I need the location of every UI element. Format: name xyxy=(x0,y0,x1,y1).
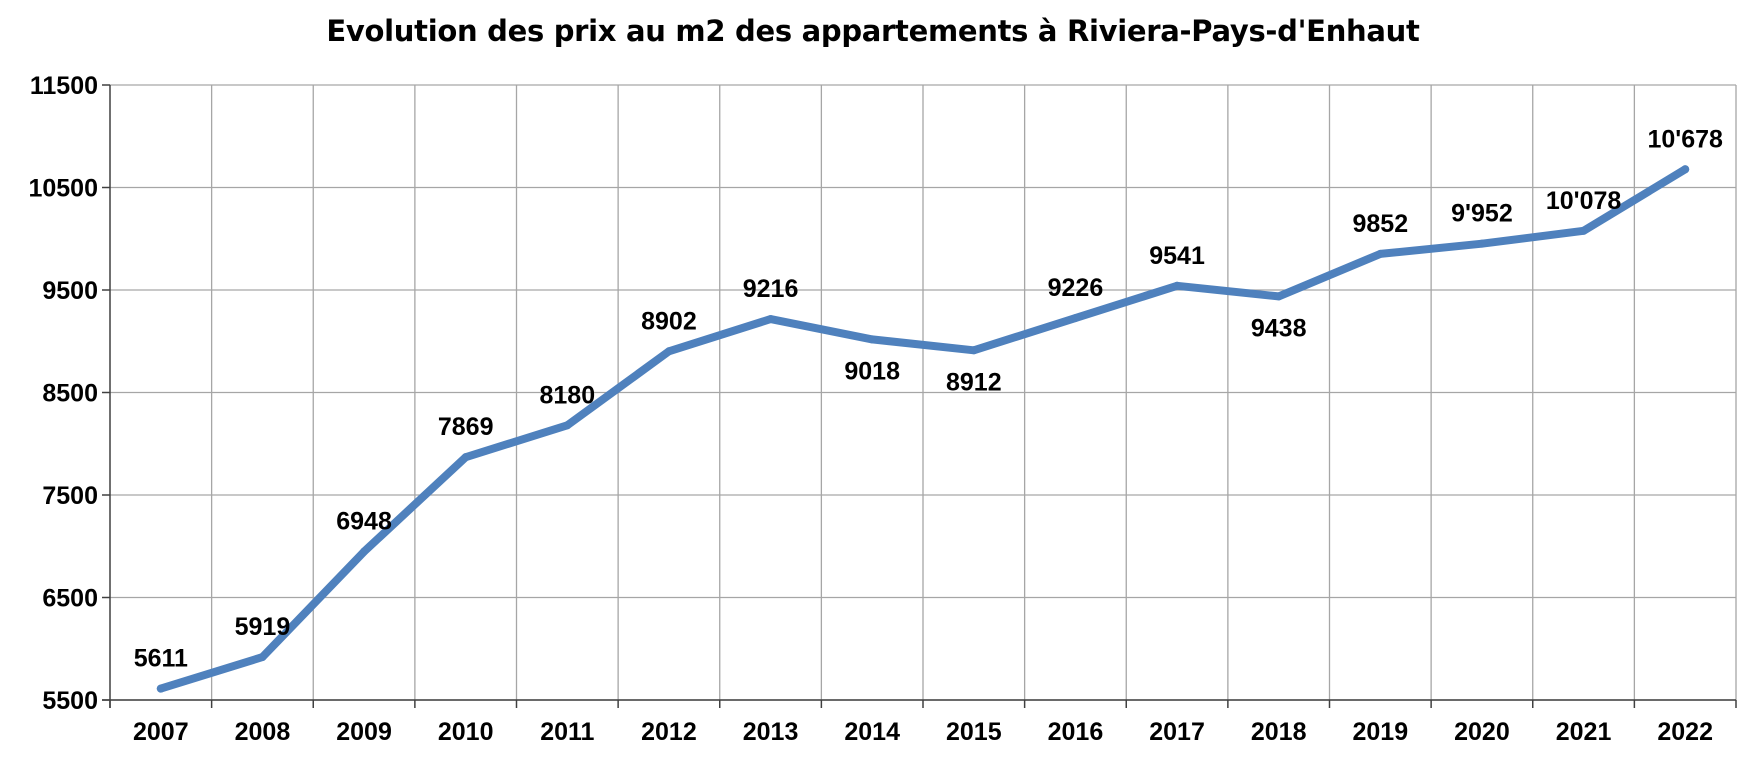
data-point xyxy=(563,421,572,430)
data-label: 9438 xyxy=(1251,314,1307,342)
data-point xyxy=(766,315,775,324)
data-label: 9541 xyxy=(1149,242,1205,270)
data-point xyxy=(969,346,978,355)
data-label: 9018 xyxy=(844,357,900,385)
x-tick-label: 2009 xyxy=(336,718,392,746)
x-tick-label: 2015 xyxy=(946,718,1002,746)
x-tick-label: 2021 xyxy=(1556,718,1612,746)
data-point xyxy=(156,684,165,693)
data-point xyxy=(258,653,267,662)
data-label: 8180 xyxy=(540,381,596,409)
y-tick-label: 8500 xyxy=(42,380,98,408)
data-label: 8912 xyxy=(946,368,1002,396)
x-tick-label: 2010 xyxy=(438,718,494,746)
data-point xyxy=(1477,239,1486,248)
data-point xyxy=(360,547,369,556)
data-label: 9852 xyxy=(1353,210,1409,238)
x-tick-label: 2019 xyxy=(1353,718,1409,746)
x-tick-label: 2017 xyxy=(1149,718,1205,746)
x-tick-label: 2022 xyxy=(1657,718,1713,746)
data-label: 10'078 xyxy=(1546,187,1622,215)
y-tick-label: 11500 xyxy=(30,72,98,100)
chart-title: Evolution des prix au m2 des appartement… xyxy=(326,14,1420,48)
x-tick-label: 2007 xyxy=(133,718,189,746)
data-label: 5919 xyxy=(235,613,291,641)
x-tick-label: 2012 xyxy=(641,718,697,746)
data-label: 6948 xyxy=(336,508,392,536)
y-tick-label: 9500 xyxy=(42,277,98,305)
series-line xyxy=(156,165,1690,693)
data-point xyxy=(664,347,673,356)
x-tick-label: 2013 xyxy=(743,718,799,746)
data-point xyxy=(868,335,877,344)
x-tick-label: 2008 xyxy=(235,718,291,746)
x-tick-label: 2014 xyxy=(844,718,900,746)
data-label: 9226 xyxy=(1048,274,1104,302)
y-tick-label: 10500 xyxy=(28,175,98,203)
y-tick-label: 5500 xyxy=(42,687,98,715)
data-label: 7869 xyxy=(438,413,494,441)
x-tick-label: 2016 xyxy=(1048,718,1104,746)
data-point xyxy=(461,453,470,462)
data-label: 5611 xyxy=(134,645,188,673)
y-tick-label: 7500 xyxy=(42,482,98,510)
data-label: 8902 xyxy=(641,307,697,335)
x-tick-label: 2020 xyxy=(1454,718,1510,746)
data-point xyxy=(1274,292,1283,301)
data-label: 9'952 xyxy=(1451,200,1513,228)
data-label: 10'678 xyxy=(1647,125,1723,153)
y-tick-label: 6500 xyxy=(42,585,98,613)
data-label: 9216 xyxy=(743,275,799,303)
data-point xyxy=(1173,281,1182,290)
data-point xyxy=(1376,249,1385,258)
x-tick-label: 2011 xyxy=(540,718,594,746)
data-point xyxy=(1579,226,1588,235)
data-point xyxy=(1681,165,1690,174)
data-point xyxy=(1071,314,1080,323)
x-tick-label: 2018 xyxy=(1251,718,1307,746)
